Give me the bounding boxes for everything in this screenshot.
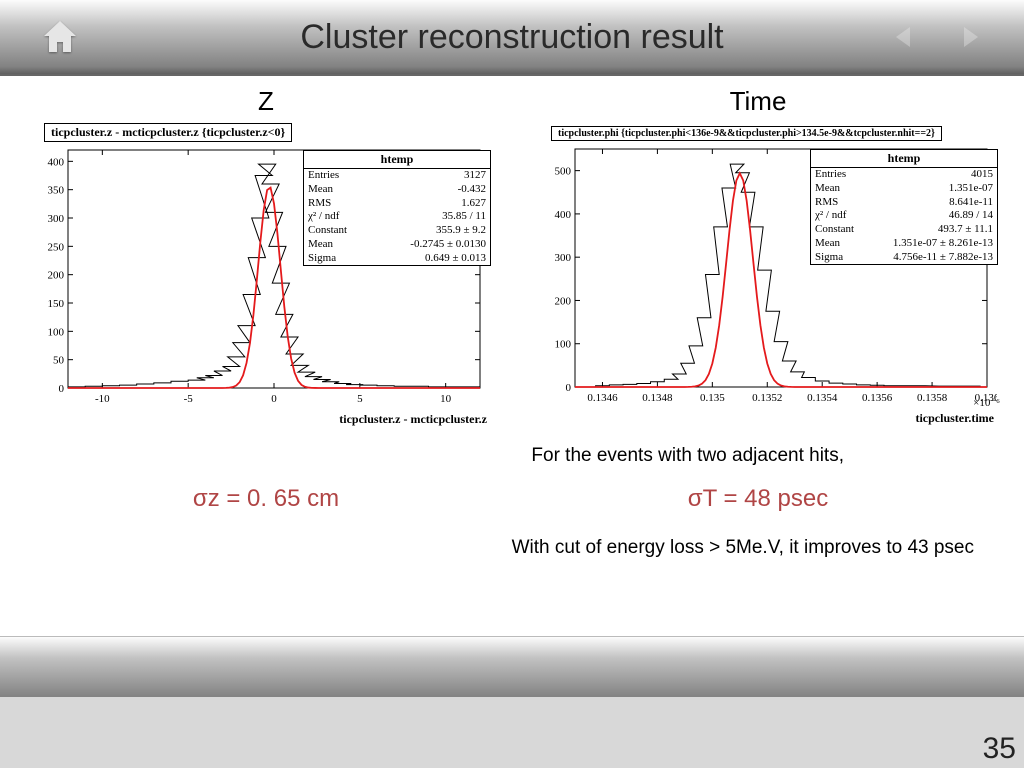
svg-text:200: 200: [555, 295, 572, 307]
svg-text:100: 100: [555, 339, 572, 351]
chart-z-xaxis: ticpcluster.z - mcticpcluster.z: [20, 412, 497, 427]
chart-z: ticpcluster.z - mcticpcluster.z {ticpclu…: [20, 123, 497, 427]
svg-text:400: 400: [555, 209, 572, 221]
results-row: σz = 0. 65 cm σT = 48 psec: [20, 485, 1004, 513]
axis-exponent: ×10⁻⁶: [973, 396, 1000, 409]
page-number: 35: [983, 732, 1016, 766]
svg-text:0.1356: 0.1356: [862, 392, 893, 404]
panel-titles: Z Time: [20, 86, 1004, 117]
svg-text:100: 100: [48, 326, 65, 338]
chart-time: ticpcluster.phi {ticpcluster.phi<136e-9&…: [527, 123, 1004, 427]
nav-arrows: [890, 25, 984, 49]
footer-bar: [0, 636, 1024, 697]
svg-text:0.135: 0.135: [700, 392, 725, 404]
svg-text:0: 0: [271, 393, 277, 405]
left-panel-label: Z: [20, 86, 512, 117]
svg-text:0: 0: [59, 383, 65, 395]
slide-title: Cluster reconstruction result: [0, 18, 1024, 57]
statbox-title: htemp: [304, 151, 490, 169]
svg-text:300: 300: [48, 213, 65, 225]
chart-time-cut: ticpcluster.phi {ticpcluster.phi<136e-9&…: [551, 126, 942, 141]
note-energy-cut: With cut of energy loss > 5Me.V, it impr…: [20, 537, 1004, 559]
svg-text:300: 300: [555, 252, 572, 264]
toolbar: Cluster reconstruction result: [0, 0, 1024, 76]
chart-time-statbox: htemp Entries4015Mean1.351e-07RMS8.641e-…: [810, 149, 998, 265]
chart-time-xaxis: ticpcluster.time: [527, 411, 1004, 426]
sigma-t-result: σT = 48 psec: [512, 485, 1004, 513]
sigma-z-result: σz = 0. 65 cm: [20, 485, 512, 513]
svg-text:0: 0: [566, 382, 572, 394]
svg-text:0.1348: 0.1348: [642, 392, 673, 404]
svg-text:350: 350: [48, 185, 65, 197]
note-adjacent-hits: For the events with two adjacent hits,: [20, 445, 1004, 467]
svg-text:0.1358: 0.1358: [917, 392, 948, 404]
right-panel-label: Time: [512, 86, 1004, 117]
svg-text:250: 250: [48, 241, 65, 253]
svg-text:5: 5: [357, 393, 363, 405]
svg-text:-10: -10: [95, 393, 110, 405]
chart-z-cut: ticpcluster.z - mcticpcluster.z {ticpclu…: [44, 123, 292, 142]
svg-text:10: 10: [440, 393, 452, 405]
svg-text:0.1354: 0.1354: [807, 392, 838, 404]
svg-text:0.1346: 0.1346: [587, 392, 618, 404]
slide-body: Z Time ticpcluster.z - mcticpcluster.z {…: [0, 76, 1024, 636]
next-icon[interactable]: [952, 25, 984, 49]
svg-text:50: 50: [53, 355, 65, 367]
svg-text:200: 200: [48, 270, 65, 282]
prev-icon[interactable]: [890, 25, 922, 49]
svg-text:400: 400: [48, 156, 65, 168]
chart-z-statbox: htemp Entries3127Mean-0.432RMS1.627χ² / …: [303, 150, 491, 266]
svg-text:-5: -5: [184, 393, 194, 405]
svg-text:150: 150: [48, 298, 65, 310]
svg-text:0.1352: 0.1352: [752, 392, 782, 404]
svg-text:500: 500: [555, 166, 572, 178]
statbox-title: htemp: [811, 150, 997, 168]
